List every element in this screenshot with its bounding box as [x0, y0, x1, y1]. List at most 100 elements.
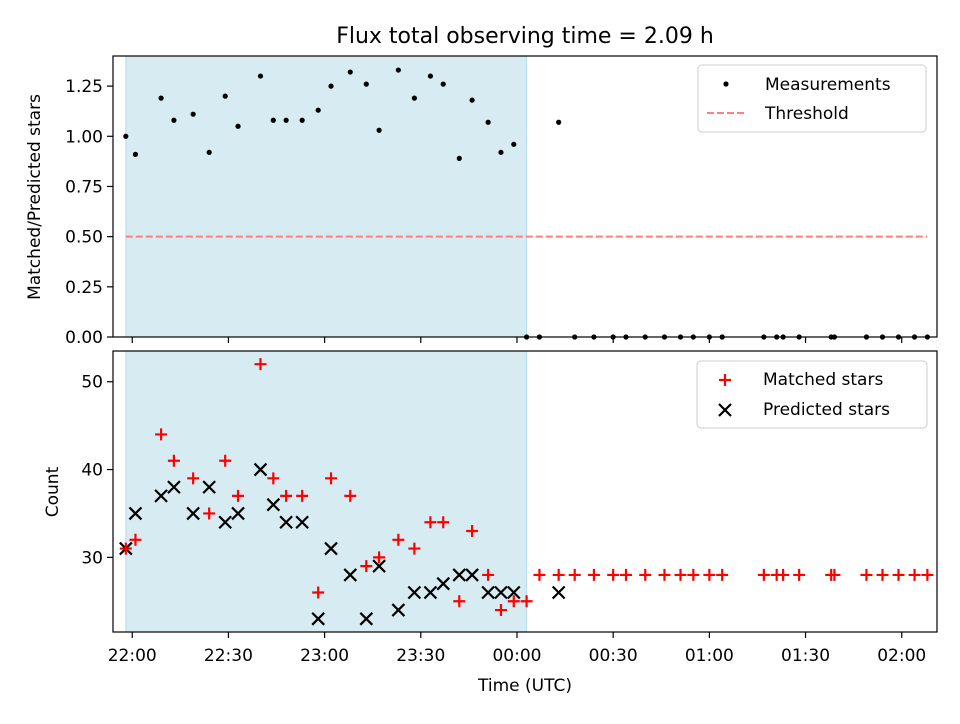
x-tick-label: 23:00 — [300, 646, 349, 666]
matched-star-point — [424, 516, 437, 529]
measurement-point — [485, 119, 491, 125]
matched-star-point — [908, 568, 921, 581]
measurement-point — [171, 117, 177, 123]
measurement-point — [222, 93, 228, 99]
matched-star-point — [373, 551, 386, 564]
matched-star-point — [587, 568, 600, 581]
predicted-star-point — [465, 568, 479, 582]
bottom-x-axis: 22:00 22:30 23:00 23:30 00:00 00:30 01:00 01:30… — [108, 632, 926, 666]
predicted-star-point — [186, 506, 200, 521]
measurement-point — [456, 155, 462, 161]
bottom-y-tick-label: 50 — [81, 373, 103, 393]
matched-star-point — [187, 472, 200, 485]
matched-star-point — [619, 568, 632, 581]
predicted-star-point — [372, 559, 386, 573]
measurement-point — [270, 117, 276, 123]
top-y-tick-label: 0.00 — [65, 328, 103, 348]
top-legend-box — [697, 64, 927, 133]
x-tick-label: 01:00 — [685, 646, 734, 666]
matched-star-point — [232, 489, 245, 502]
matched-star-point — [203, 507, 216, 520]
measurement-point — [257, 73, 264, 79]
matched-star-point — [674, 568, 687, 581]
bottom-legend: Matched stars Predicted stars — [696, 360, 928, 429]
matched-star-point — [494, 604, 507, 617]
measurement-point — [315, 107, 321, 113]
bottom-legend-box — [696, 360, 928, 429]
predicted-star-point — [481, 585, 495, 600]
matched-star-point — [453, 595, 466, 608]
x-tick-label: 23:30 — [396, 646, 445, 666]
predicted-star-point — [231, 506, 245, 521]
bottom-y-axis: 30 40 50 — [81, 373, 113, 568]
matched-star-point — [921, 568, 934, 581]
matched-star-point — [507, 595, 520, 608]
measurement-point — [511, 141, 517, 147]
top-legend: Measurements Threshold — [697, 64, 927, 133]
matched-star-point — [552, 568, 565, 581]
chart-title: Flux total observing time = 2.09 h — [336, 24, 714, 49]
bottom-y-tick-label: 40 — [81, 461, 103, 481]
matched-star-point — [167, 454, 180, 467]
predicted-star-point — [128, 506, 143, 521]
matched-star-point — [267, 472, 280, 485]
x-tick-label: 00:30 — [589, 646, 638, 666]
predicted-star-point — [218, 515, 232, 530]
predicted-star-point — [551, 585, 566, 600]
legend-predicted-label: Predicted stars — [763, 400, 890, 420]
matched-star-point — [129, 533, 142, 546]
x-tick-label: 22:30 — [204, 646, 253, 666]
bottom-shaded-interval — [125, 350, 528, 633]
measurement-point — [440, 81, 446, 87]
matched-star-point — [296, 489, 309, 502]
measurement-point — [123, 133, 129, 139]
bottom-y-label: Count — [43, 466, 63, 517]
matched-star-point — [658, 568, 671, 581]
predicted-star-point — [507, 585, 521, 600]
matched-star-point — [254, 358, 267, 371]
matched-star-point — [860, 568, 873, 581]
x-tick-label: 22:00 — [108, 646, 157, 666]
x-tick-label: 02:00 — [877, 646, 926, 666]
top-panel: 0.00 0.25 0.50 0.75 1.00 1.25 Matched/Predict… — [25, 55, 938, 348]
measurement-point — [556, 119, 562, 125]
legend-threshold-label: Threshold — [764, 104, 849, 124]
matched-star-point — [687, 568, 700, 581]
top-shaded-interval — [125, 55, 528, 338]
predicted-star-point — [423, 585, 438, 600]
matched-star-point — [793, 568, 806, 581]
predicted-star-point — [266, 497, 281, 512]
matched-star-point — [344, 489, 357, 502]
measurement-point — [235, 123, 241, 129]
top-y-tick-label: 1.25 — [65, 77, 103, 97]
matched-star-point — [892, 568, 905, 581]
legend-measurements-marker — [723, 81, 729, 87]
matched-star-point — [777, 568, 790, 581]
x-tick-label: 01:30 — [781, 646, 830, 666]
measurement-point — [328, 83, 334, 89]
x-axis-label: Time (UTC) — [477, 676, 572, 696]
matched-star-point — [392, 533, 405, 546]
legend-predicted-marker — [718, 403, 732, 417]
measurement-point — [347, 69, 353, 75]
legend-measurements-label: Measurements — [765, 75, 891, 95]
matched-star-point — [876, 568, 889, 581]
matched-star-point — [219, 454, 232, 467]
predicted-star-point — [343, 568, 358, 582]
predicted-star-point — [167, 480, 181, 494]
top-y-tick-label: 0.50 — [65, 228, 103, 248]
top-frame — [112, 55, 938, 338]
bottom-panel: 30 40 50 22:00 22:30 23:00 23:30 00:00 00:30 01:… — [43, 350, 938, 696]
measurement-point — [190, 111, 196, 117]
top-y-tick-label: 0.75 — [65, 177, 103, 197]
measurement-point — [427, 73, 434, 79]
x-tick-label: 00:00 — [492, 646, 541, 666]
predicted-star-point — [295, 515, 309, 530]
top-y-axis: 0.00 0.25 0.50 0.75 1.00 1.25 — [65, 77, 113, 348]
matched-star-point — [533, 568, 546, 581]
matched-star-point — [568, 568, 581, 581]
measurement-point — [411, 95, 417, 101]
measurement-point — [498, 149, 504, 155]
matched-star-point — [280, 489, 293, 502]
